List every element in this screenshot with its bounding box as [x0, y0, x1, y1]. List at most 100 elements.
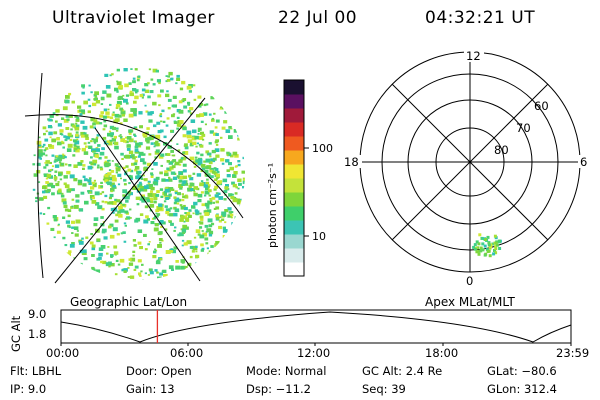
aurora-speckle [132, 88, 137, 92]
aurora-speckle [57, 158, 60, 162]
aurora-speckle [176, 74, 180, 78]
aurora-speckle [197, 95, 202, 99]
aurora-speckle [224, 186, 229, 190]
aurora-speckle [146, 184, 150, 187]
aurora-speckle [237, 137, 241, 141]
aurora-speckle [202, 138, 205, 141]
aurora-speckle [221, 211, 227, 216]
aurora-speckle [90, 233, 93, 236]
aurora-speckle [225, 129, 231, 133]
colorbar-segment [284, 94, 304, 109]
aurora-speckle [185, 266, 188, 269]
aurora-speckle [142, 153, 146, 156]
aurora-speckle [187, 103, 190, 106]
aurora-speckle [95, 121, 100, 125]
aurora-speckle [102, 115, 107, 119]
aurora-speckle [67, 132, 72, 136]
aurora-speckle [170, 248, 173, 251]
aurora-speckle [46, 222, 50, 225]
aurora-speckle [201, 133, 206, 137]
aurora-speckle [43, 195, 48, 199]
aurora-speckle [82, 86, 85, 89]
aurora-speckle [216, 178, 218, 180]
aurora-speckle [120, 203, 124, 207]
aurora-speckle [137, 187, 142, 191]
aurora-speckle [179, 204, 183, 207]
aurora-speckle [32, 163, 36, 166]
aurora-speckle [176, 127, 179, 130]
aurora-speckle [147, 192, 153, 197]
aurora-speckle [162, 269, 167, 273]
aurora-speckle [164, 170, 168, 174]
aurora-speckle [181, 239, 185, 242]
aurora-speckle [233, 129, 239, 133]
aurora-speckle [107, 132, 112, 137]
aurora-speckle [209, 130, 214, 134]
aurora-speckle [191, 205, 196, 209]
aurora-speckle [71, 232, 74, 234]
aurora-speckle [120, 232, 124, 235]
aurora-speckle [200, 103, 203, 106]
aurora-speckle [174, 208, 180, 213]
aurora-speckle [177, 198, 182, 202]
aurora-speckle [38, 197, 44, 201]
aurora-speckle [89, 241, 94, 245]
aurora-speckle [62, 153, 65, 156]
aurora-speckle [33, 154, 36, 157]
aurora-speckle [128, 129, 133, 133]
aurora-speckle [134, 89, 139, 93]
aurora-speckle [173, 121, 178, 124]
aurora-speckle [110, 170, 115, 173]
aurora-speckle [93, 223, 98, 227]
aurora-speckle [166, 167, 170, 171]
aurora-speckle [216, 170, 220, 174]
aurora-speckle [182, 98, 187, 101]
aurora-speckle [76, 138, 79, 141]
info-seq: Seq: 39 [362, 382, 406, 396]
aurora-speckle [93, 141, 97, 144]
aurora-speckle [127, 276, 130, 278]
aurora-speckle [174, 192, 178, 195]
aurora-speckle [155, 134, 161, 139]
aurora-speckle [156, 213, 161, 216]
aurora-speckle [220, 148, 225, 152]
aurora-speckle [219, 216, 222, 219]
aurora-speckle [228, 126, 232, 129]
aurora-speckle [208, 161, 213, 165]
aurora-speckle [65, 127, 70, 130]
aurora-speckle [109, 223, 114, 227]
aurora-speckle [230, 196, 235, 200]
aurora-speckle [132, 80, 136, 84]
aurora-speckle [201, 203, 205, 207]
aurora-speckle [62, 216, 66, 219]
aurora-speckle [184, 269, 187, 271]
lat-label-80: 80 [494, 143, 509, 157]
aurora-speckle [148, 187, 151, 189]
aurora-speckle [165, 153, 169, 156]
emission-pixel [498, 247, 502, 250]
aurora-speckle [174, 190, 178, 193]
colorbar-segment [284, 234, 304, 249]
aurora-speckle [56, 230, 61, 234]
aurora-speckle [158, 104, 161, 107]
aurora-speckle [77, 181, 82, 186]
aurora-speckle [149, 203, 155, 208]
aurora-speckle [193, 190, 196, 193]
aurora-speckle [82, 249, 87, 253]
aurora-speckle [152, 83, 156, 86]
aurora-speckle [43, 173, 46, 176]
aurora-speckle [198, 104, 202, 108]
aurora-speckle [222, 178, 228, 183]
aurora-speckle [38, 144, 42, 147]
aurora-speckle [146, 127, 150, 130]
aurora-speckle [71, 226, 75, 229]
aurora-speckle [135, 142, 140, 147]
aurora-speckle [118, 95, 123, 100]
aurora-speckle [181, 156, 186, 161]
aurora-speckle [143, 219, 149, 224]
aurora-speckle [107, 261, 112, 265]
aurora-speckle [134, 68, 138, 71]
aurora-speckle [114, 145, 119, 150]
aurora-speckle [138, 171, 142, 174]
aurora-speckle [55, 120, 58, 123]
